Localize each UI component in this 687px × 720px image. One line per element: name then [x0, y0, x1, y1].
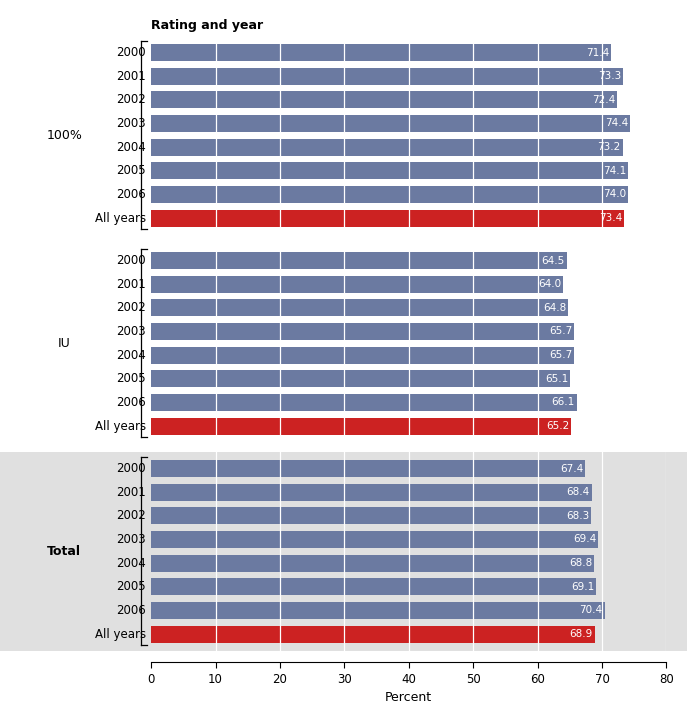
Text: 2006: 2006: [116, 188, 146, 201]
Text: 74.4: 74.4: [605, 119, 629, 128]
Text: 74.1: 74.1: [603, 166, 627, 176]
Text: 2003: 2003: [116, 117, 146, 130]
Text: 65.7: 65.7: [549, 326, 572, 336]
Bar: [151, 276, 563, 293]
Bar: [151, 370, 570, 387]
Text: 2000: 2000: [116, 46, 146, 59]
Text: 2001: 2001: [116, 278, 146, 291]
Text: Total: Total: [47, 545, 81, 558]
Text: 71.4: 71.4: [586, 48, 609, 58]
Bar: [151, 460, 585, 477]
Bar: [0, 451, 687, 651]
Text: 68.3: 68.3: [566, 511, 589, 521]
Bar: [151, 508, 591, 524]
Bar: [151, 554, 594, 572]
Bar: [151, 115, 631, 132]
Bar: [151, 418, 571, 435]
Text: 2004: 2004: [116, 557, 146, 570]
Text: 100%: 100%: [46, 129, 82, 142]
Text: 2001: 2001: [116, 70, 146, 83]
Text: 2005: 2005: [116, 372, 146, 385]
Text: 2004: 2004: [116, 140, 146, 153]
Text: 2002: 2002: [116, 302, 146, 315]
Text: 2002: 2002: [116, 509, 146, 522]
Text: 67.4: 67.4: [560, 464, 583, 474]
Text: 65.2: 65.2: [546, 421, 569, 431]
Bar: [151, 300, 569, 316]
Bar: [151, 186, 628, 203]
Text: 66.1: 66.1: [552, 397, 575, 408]
Text: 2005: 2005: [116, 164, 146, 177]
Text: 73.2: 73.2: [598, 142, 620, 152]
Text: 69.1: 69.1: [571, 582, 594, 592]
Text: 2006: 2006: [116, 396, 146, 409]
Bar: [151, 484, 592, 500]
Bar: [151, 531, 598, 548]
Bar: [151, 138, 622, 156]
Bar: [151, 68, 623, 85]
Text: 70.4: 70.4: [580, 606, 602, 616]
Bar: [151, 210, 624, 227]
Bar: [151, 323, 574, 340]
Text: 2006: 2006: [116, 604, 146, 617]
X-axis label: Percent: Percent: [385, 691, 432, 704]
Text: 73.3: 73.3: [598, 71, 621, 81]
Bar: [151, 578, 596, 595]
Text: 2005: 2005: [116, 580, 146, 593]
Text: 2000: 2000: [116, 254, 146, 267]
Text: 64.0: 64.0: [539, 279, 561, 289]
Text: 65.7: 65.7: [549, 350, 572, 360]
Bar: [151, 346, 574, 364]
Text: 2001: 2001: [116, 486, 146, 499]
Text: 2003: 2003: [116, 325, 146, 338]
Bar: [151, 252, 567, 269]
Text: 72.4: 72.4: [592, 95, 616, 105]
Bar: [0, 451, 687, 651]
Bar: [151, 626, 595, 642]
Text: 2000: 2000: [116, 462, 146, 475]
Bar: [151, 44, 611, 61]
Bar: [151, 162, 629, 179]
Bar: [151, 394, 577, 411]
Text: All years: All years: [95, 420, 146, 433]
Text: 2003: 2003: [116, 533, 146, 546]
Text: All years: All years: [95, 212, 146, 225]
Text: 68.8: 68.8: [569, 558, 592, 568]
Text: 69.4: 69.4: [573, 534, 596, 544]
Text: 73.4: 73.4: [598, 213, 622, 223]
Text: Rating and year: Rating and year: [151, 19, 263, 32]
Text: 68.4: 68.4: [567, 487, 589, 498]
Text: 74.0: 74.0: [602, 189, 626, 199]
Bar: [151, 602, 605, 619]
Bar: [151, 91, 618, 108]
Text: 64.8: 64.8: [543, 303, 567, 312]
Text: 2002: 2002: [116, 94, 146, 107]
Text: IU: IU: [58, 337, 71, 350]
Text: 65.1: 65.1: [545, 374, 569, 384]
Text: 68.9: 68.9: [570, 629, 593, 639]
Text: 2004: 2004: [116, 348, 146, 361]
Text: All years: All years: [95, 628, 146, 641]
Text: 64.5: 64.5: [541, 256, 565, 266]
